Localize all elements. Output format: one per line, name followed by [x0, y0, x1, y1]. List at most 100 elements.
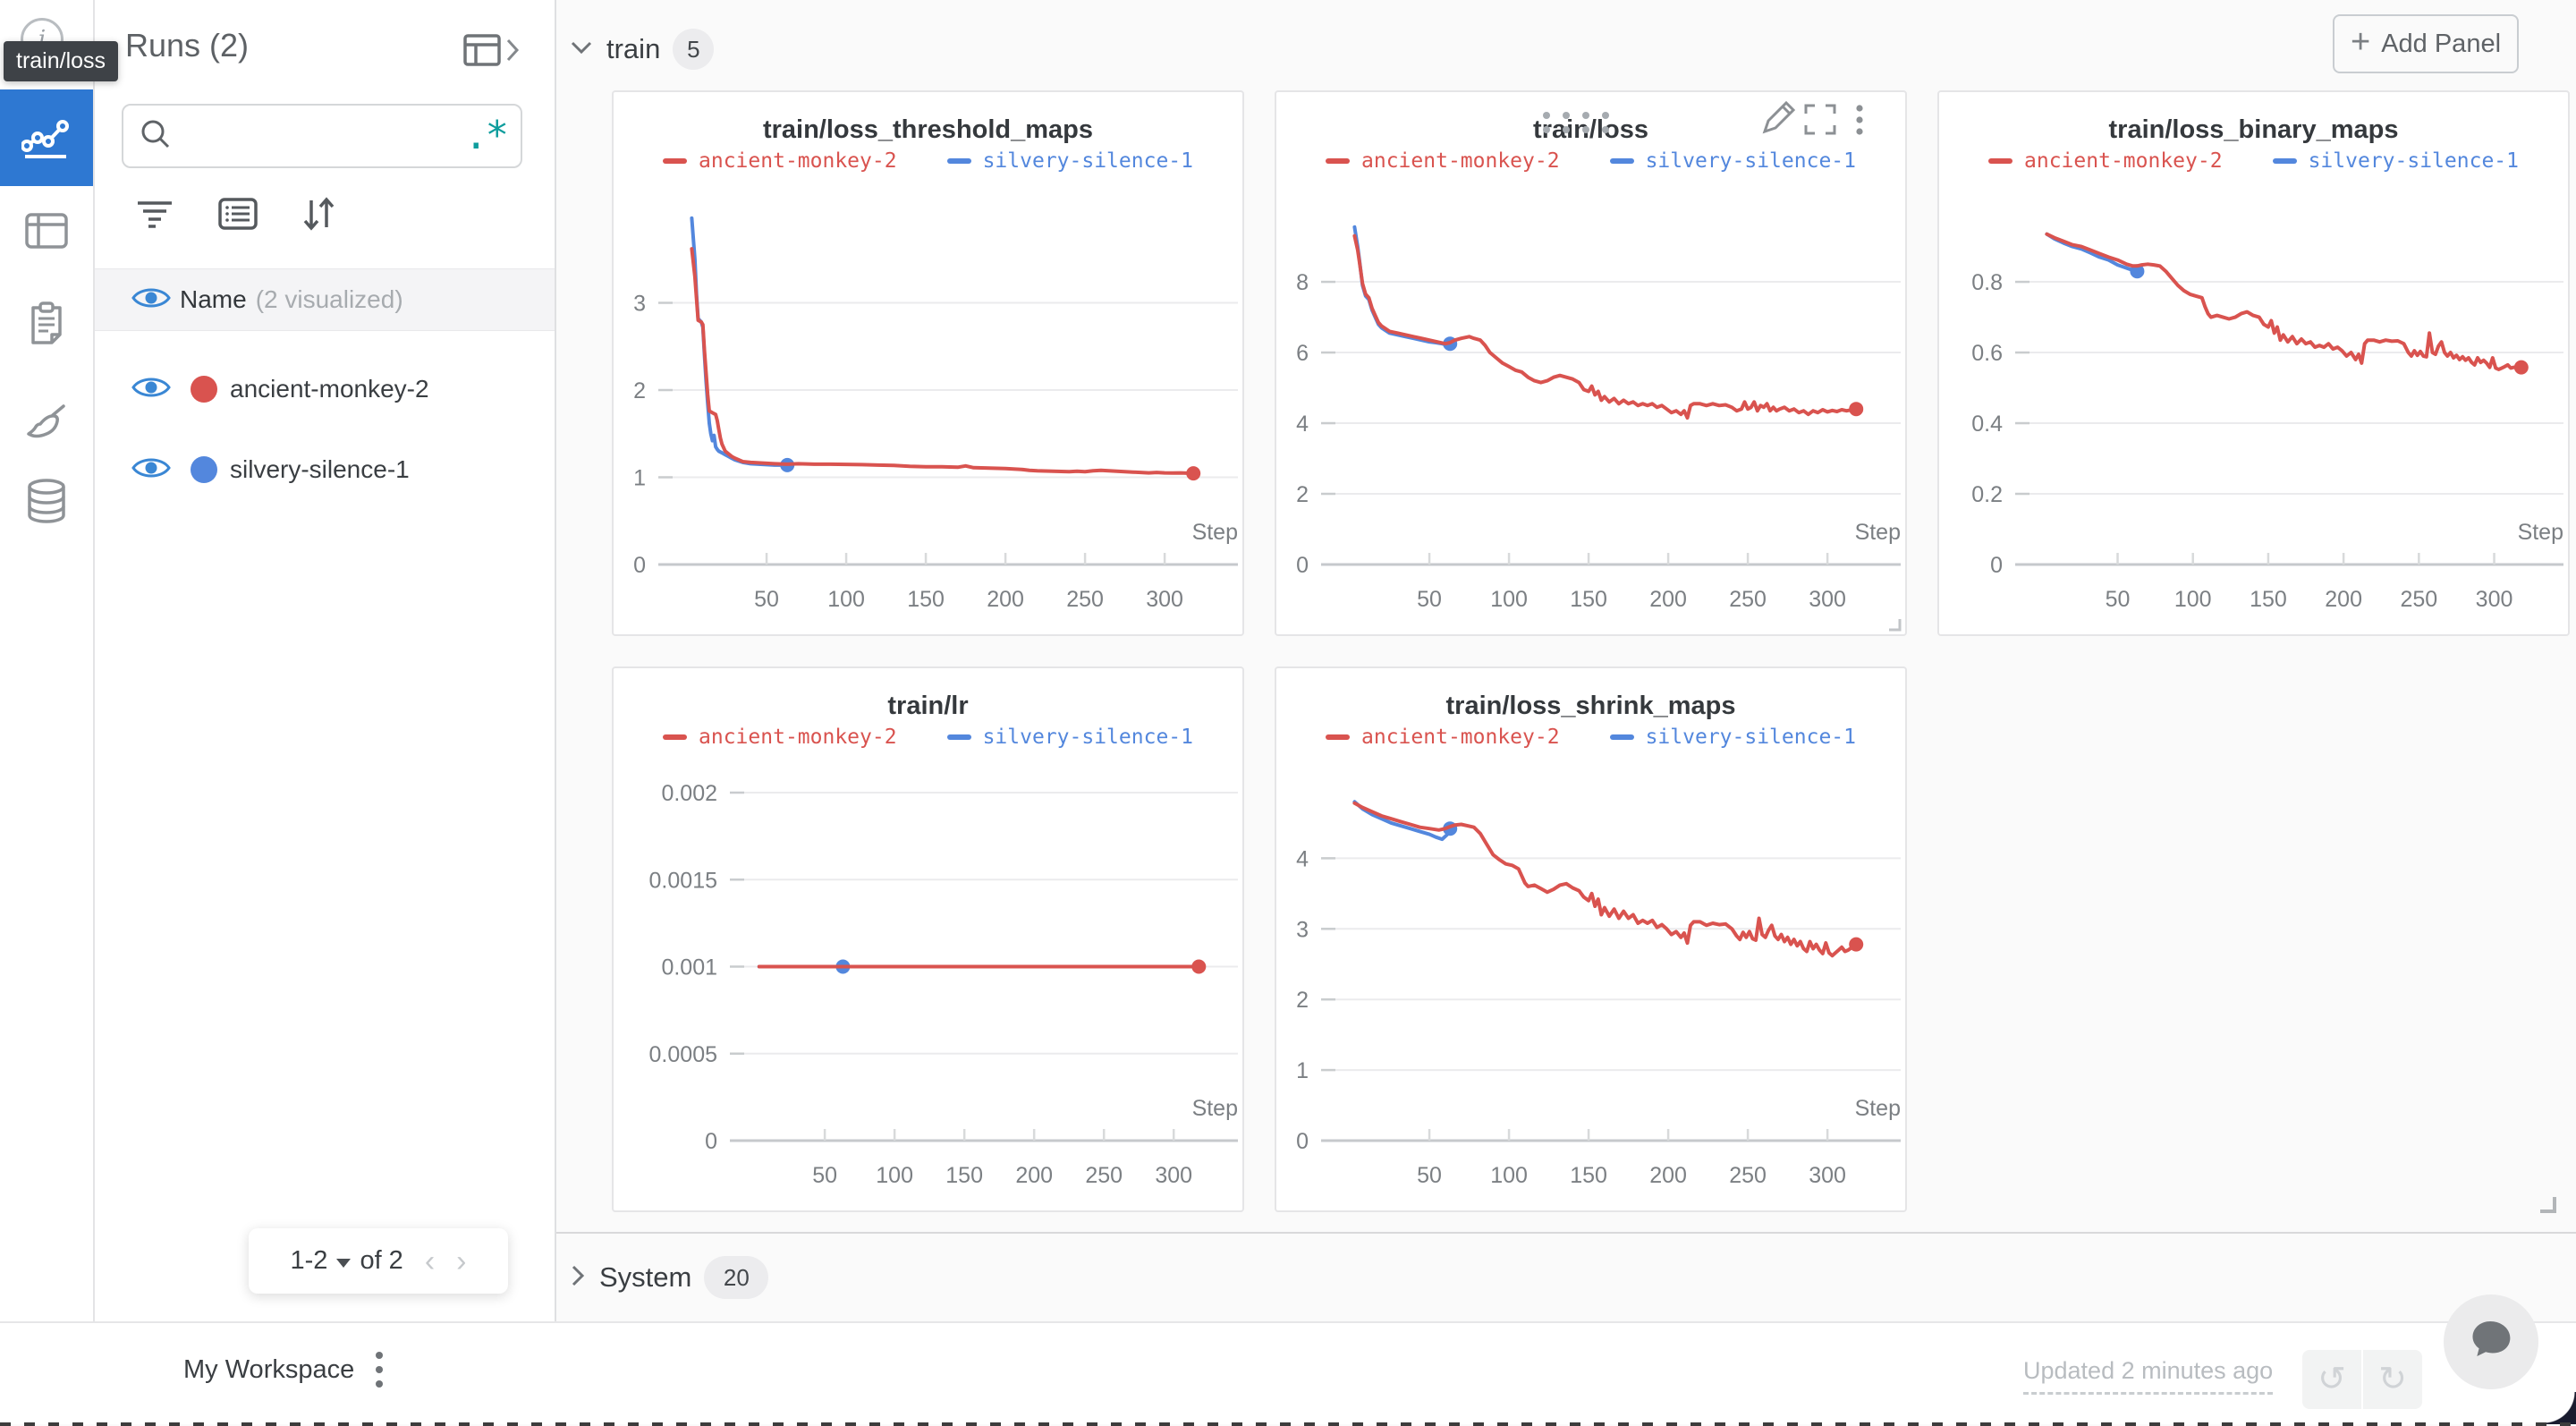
svg-text:4: 4	[1296, 412, 1309, 437]
section-resize-handle[interactable]	[2535, 1192, 2558, 1219]
system-section-header[interactable]: System 20	[569, 1256, 769, 1299]
run-search-input[interactable]	[179, 121, 465, 151]
train-section-label: train	[606, 33, 661, 64]
svg-text:0.4: 0.4	[1971, 412, 2003, 437]
chart-panel[interactable]: train/loss ancient-monkey-2 silvery-silen…	[1275, 90, 1907, 636]
svg-text:0.001: 0.001	[661, 955, 717, 980]
chart-title: train/lr	[887, 692, 969, 720]
chart-plot-area[interactable]: 0.002 0.0015 0.001 0.0005 0 50 100 150 200 250 300…	[614, 668, 1246, 1214]
visualized-count-label: (2 visualized)	[255, 285, 403, 313]
plus-icon: +	[2350, 22, 2371, 61]
expand-runs-table-button[interactable]	[463, 33, 531, 70]
chart-plot-area[interactable]: 4 3 2 1 0 50 100 150 200 250 300 Step	[1276, 668, 1909, 1214]
svg-text:150: 150	[1570, 1163, 1607, 1188]
run-name-label[interactable]: silvery-silence-1	[230, 455, 410, 483]
run-name-label[interactable]: ancient-monkey-2	[230, 375, 429, 403]
chart-panel[interactable]: train/loss_threshold_maps ancient-monkey…	[612, 90, 1244, 636]
svg-text:100: 100	[827, 587, 865, 612]
svg-text:0.0015: 0.0015	[649, 868, 717, 893]
chart-plot-area[interactable]: 3 2 1 0 50 100 150 200 250 300 Step	[614, 92, 1246, 638]
columns-icon[interactable]	[218, 198, 258, 234]
filter-icon[interactable]	[134, 199, 175, 233]
svg-text:150: 150	[907, 587, 945, 612]
svg-text:1: 1	[1296, 1058, 1309, 1083]
sidebar-item-panels[interactable]	[0, 182, 93, 279]
svg-text:250: 250	[1729, 1163, 1767, 1188]
chevron-down-icon[interactable]	[569, 38, 594, 61]
runs-panel: Runs (2) .*	[93, 0, 556, 1321]
sort-icon[interactable]	[301, 195, 336, 237]
pagination-caret-icon[interactable]	[336, 1258, 352, 1268]
panel-tooltip: train/loss	[4, 41, 119, 81]
app-sidebar: i	[0, 0, 95, 1321]
notes-icon	[26, 301, 67, 347]
legend-item: ancient-monkey-2	[1326, 149, 1560, 173]
svg-text:250: 250	[1066, 587, 1104, 612]
name-column-label: Name	[180, 285, 247, 313]
chart-plot-area[interactable]: 0.8 0.6 0.4 0.2 0 50 100 150 200 250 300 Step	[1939, 92, 2572, 638]
chart-plot-area[interactable]: 8 6 4 2 0 50 100 150 200 250 300 Step	[1276, 92, 1909, 638]
undo-redo-group: ↺ ↻	[2302, 1350, 2422, 1409]
legend-item: ancient-monkey-2	[663, 149, 897, 173]
chevron-right-icon[interactable]	[569, 1263, 587, 1293]
svg-text:2: 2	[1296, 482, 1309, 507]
eye-icon[interactable]	[131, 374, 171, 405]
chart-panel[interactable]: train/loss_shrink_maps ancient-monkey-2 s…	[1275, 666, 1907, 1212]
chat-button[interactable]	[2444, 1294, 2538, 1389]
svg-text:3: 3	[633, 292, 646, 317]
system-panel-count-badge: 20	[704, 1256, 769, 1299]
run-row[interactable]: ancient-monkey-2	[93, 349, 555, 429]
svg-text:0.2: 0.2	[1971, 482, 2003, 507]
panels-icon	[24, 212, 69, 250]
svg-text:100: 100	[1490, 1163, 1528, 1188]
chart-title: train/loss	[1533, 115, 1648, 144]
chart-legend: ancient-monkey-2 silvery-silence-1	[1939, 149, 2568, 173]
svg-text:50: 50	[2106, 587, 2131, 612]
chart-legend: ancient-monkey-2 silvery-silence-1	[614, 149, 1242, 173]
workspace-title[interactable]: My Workspace	[183, 1355, 355, 1384]
workspace-menu-icon[interactable]	[376, 1352, 383, 1388]
svg-text:150: 150	[945, 1163, 983, 1188]
legend-item: silvery-silence-1	[946, 149, 1193, 173]
svg-text:0.6: 0.6	[1971, 341, 2003, 366]
svg-text:0.002: 0.002	[661, 781, 717, 806]
sidebar-item-charts[interactable]	[0, 89, 93, 186]
fullscreen-icon	[1804, 104, 1836, 135]
train-section-header[interactable]: train 5	[569, 29, 715, 70]
svg-text:200: 200	[2325, 587, 2362, 612]
updated-status[interactable]: Updated 2 minutes ago	[2023, 1357, 2274, 1395]
svg-text:200: 200	[987, 587, 1024, 612]
run-search: .*	[122, 104, 522, 168]
regex-toggle-icon[interactable]: .*	[464, 113, 509, 158]
pagination-next-icon[interactable]: ›	[456, 1244, 467, 1278]
chat-bubble-icon	[2468, 1318, 2514, 1367]
undo-icon[interactable]: ↺	[2318, 1361, 2346, 1398]
sidebar-item-notes[interactable]	[0, 276, 93, 372]
sidebar-item-sweeps[interactable]	[0, 375, 93, 471]
pagination-prev-icon[interactable]: ‹	[424, 1244, 436, 1278]
svg-text:200: 200	[1649, 1163, 1687, 1188]
svg-text:250: 250	[1729, 587, 1767, 612]
eye-icon[interactable]	[131, 284, 171, 316]
pagination: 1-2 of 2 ‹ ›	[249, 1228, 508, 1294]
svg-text:300: 300	[1809, 1163, 1846, 1188]
chart-panel[interactable]: train/lr ancient-monkey-2 silvery-silence…	[612, 666, 1244, 1212]
pagination-range[interactable]: 1-2	[290, 1246, 328, 1275]
svg-text:300: 300	[2476, 587, 2513, 612]
svg-text:2: 2	[1296, 988, 1309, 1013]
redo-icon[interactable]: ↻	[2378, 1361, 2407, 1398]
svg-text:3: 3	[1296, 917, 1309, 942]
chart-title: train/loss_shrink_maps	[1445, 692, 1736, 720]
run-row[interactable]: silvery-silence-1	[93, 429, 555, 510]
chart-panel[interactable]: train/loss_binary_maps ancient-monkey-2 s…	[1937, 90, 2570, 636]
add-panel-button[interactable]: + Add Panel	[2333, 14, 2519, 73]
add-panel-label: Add Panel	[2381, 29, 2502, 58]
run-color-dot	[191, 376, 217, 403]
sidebar-item-artifacts[interactable]	[0, 454, 93, 550]
legend-item: silvery-silence-1	[1609, 149, 1856, 173]
chart-legend: ancient-monkey-2 silvery-silence-1	[1276, 149, 1905, 173]
runs-name-header[interactable]: Name (2 visualized)	[93, 268, 555, 331]
panel-resize-handle[interactable]	[1886, 616, 1902, 637]
eye-icon[interactable]	[131, 454, 171, 486]
